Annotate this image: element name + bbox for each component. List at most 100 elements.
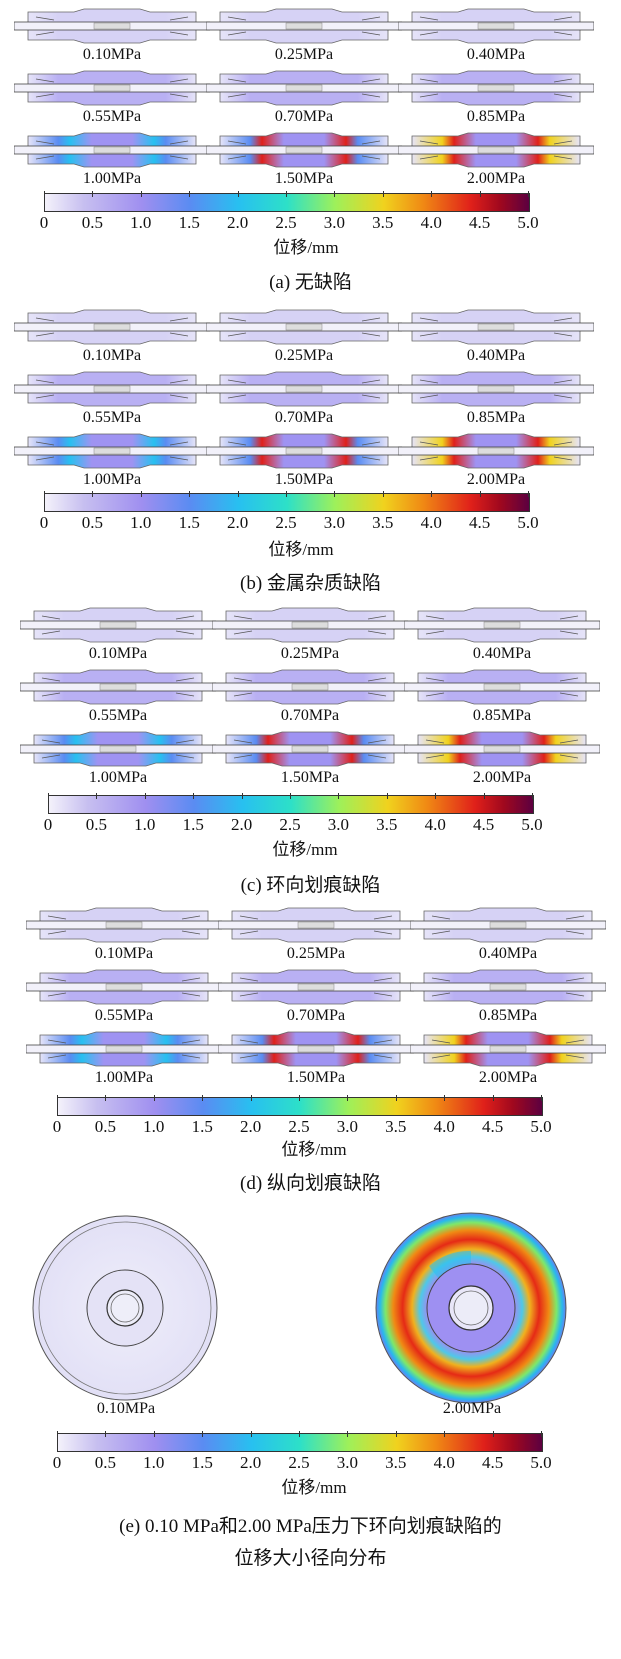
colorbar-tick — [44, 491, 45, 497]
colorbar-tick — [334, 191, 336, 197]
colorbar-tick — [140, 491, 142, 497]
colorbar-tick — [347, 1431, 349, 1437]
displacement-contour — [206, 433, 402, 469]
displacement-contour — [14, 433, 210, 469]
pressure-label: 2.00MPa — [478, 1069, 538, 1086]
simulation-cell: 2.00MPa — [398, 132, 594, 194]
colorbar-tick — [105, 1095, 107, 1101]
colorbar-tick — [241, 793, 243, 799]
colorbar-tick — [92, 491, 94, 497]
simulation-cell: 0.40MPa — [398, 8, 594, 70]
colorbar-tick-label: 5.0 — [517, 513, 539, 532]
simulation-cell: 1.50MPa — [206, 132, 402, 194]
colorbar-label: 位移/mm — [281, 1478, 347, 1497]
colorbar-tick — [338, 793, 340, 799]
colorbar-tick-label: 0 — [52, 1453, 62, 1472]
panel-caption: (a) 无缺陷 — [269, 272, 352, 293]
simulation-cell: 2.00MPa — [404, 731, 600, 793]
colorbar-tick-label: 2.0 — [239, 1453, 262, 1472]
colorbar-tick-label: 1.5 — [178, 213, 200, 232]
colorbar-tick — [435, 793, 437, 799]
colorbar-tick — [492, 1095, 494, 1101]
pressure-label: 1.00MPa — [82, 471, 142, 488]
colorbar-gradient — [48, 795, 534, 814]
colorbar-tick-label: 2.0 — [239, 1117, 262, 1136]
simulation-cell: 0.70MPa — [206, 70, 402, 132]
pressure-label: 0.55MPa — [82, 409, 142, 426]
displacement-contour — [404, 669, 600, 705]
colorbar-tick — [140, 191, 142, 197]
colorbar-tick-label: 2.5 — [288, 1117, 310, 1136]
colorbar-tick — [202, 1095, 204, 1101]
panel-caption: (b) 金属杂质缺陷 — [240, 573, 381, 594]
colorbar-tick-label: 3.5 — [372, 213, 394, 232]
simulation-cell: 0.25MPa — [212, 607, 408, 669]
simulation-cell: 0.85MPa — [398, 371, 594, 433]
colorbar-tick — [528, 191, 529, 197]
simulation-cell: 0.25MPa — [218, 907, 414, 969]
pressure-label: 0.85MPa — [466, 409, 526, 426]
displacement-contour — [206, 70, 402, 106]
colorbar-tick-label: 1.5 — [182, 815, 204, 834]
displacement-contour — [404, 607, 600, 643]
displacement-contour — [218, 969, 414, 1005]
radial-plot-low-pressure — [30, 1213, 220, 1408]
simulation-cell: 0.10MPa — [14, 8, 210, 70]
pressure-label: 0.10MPa — [82, 46, 142, 63]
pressure-label: 0.25MPa — [280, 645, 340, 662]
colorbar-tick — [528, 491, 529, 497]
colorbar-tick — [386, 793, 388, 799]
pressure-label: 0.40MPa — [466, 347, 526, 364]
displacement-contour — [398, 8, 594, 44]
radial-label-low: 0.10MPa — [96, 1400, 156, 1417]
pressure-label: 0.70MPa — [274, 108, 334, 125]
colorbar-tick — [299, 1095, 300, 1101]
colorbar-tick — [153, 1095, 155, 1101]
displacement-contour — [26, 969, 222, 1005]
colorbar-tick — [444, 1431, 446, 1437]
colorbar-gradient — [57, 1097, 543, 1116]
pressure-label: 2.00MPa — [466, 170, 526, 187]
colorbar-tick-label: 5.0 — [530, 1117, 552, 1136]
colorbar-tick — [532, 793, 533, 799]
colorbar-tick-label: 0.5 — [81, 513, 104, 532]
colorbar-tick-label: 4.5 — [468, 213, 491, 232]
displacement-contour — [14, 132, 210, 168]
simulation-cell: 2.00MPa — [410, 1031, 606, 1093]
colorbar-tick-label: 3.0 — [336, 1453, 359, 1472]
colorbar-tick — [286, 491, 287, 497]
displacement-contour — [20, 607, 216, 643]
displacement-contour — [410, 907, 606, 943]
colorbar-label: 位移/mm — [272, 840, 338, 859]
colorbar-tick-label: 2.5 — [288, 1453, 310, 1472]
colorbar-tick-label: 4.0 — [433, 1453, 455, 1472]
colorbar-tick — [382, 491, 384, 497]
displacement-contour — [14, 309, 210, 345]
colorbar-tick-label: 4.0 — [420, 213, 442, 232]
colorbar-tick-label: 5.0 — [517, 213, 539, 232]
colorbar-tick-label: 0 — [39, 513, 49, 532]
displacement-contour — [410, 969, 606, 1005]
displacement-contour — [26, 1031, 222, 1067]
pressure-label: 1.50MPa — [280, 769, 340, 786]
colorbar-tick — [48, 793, 49, 799]
colorbar-tick-label: 3.0 — [336, 1117, 359, 1136]
colorbar-tick — [57, 1431, 58, 1437]
colorbar-tick-label: 3.0 — [323, 213, 346, 232]
simulation-cell: 0.85MPa — [398, 70, 594, 132]
colorbar-tick-label: 1.5 — [191, 1117, 213, 1136]
colorbar-tick — [189, 491, 191, 497]
colorbar-gradient — [44, 493, 530, 512]
colorbar-tick-label: 3.5 — [385, 1117, 407, 1136]
displacement-contour — [212, 731, 408, 767]
colorbar-tick — [541, 1431, 542, 1437]
pressure-label: 0.10MPa — [82, 347, 142, 364]
displacement-contour — [206, 8, 402, 44]
pressure-label: 0.85MPa — [472, 707, 532, 724]
colorbar-tick — [237, 191, 239, 197]
colorbar-tick — [299, 1431, 300, 1437]
colorbar-tick — [237, 491, 239, 497]
simulation-cell: 0.10MPa — [20, 607, 216, 669]
simulation-cell: 1.00MPa — [14, 132, 210, 194]
colorbar-tick — [153, 1431, 155, 1437]
